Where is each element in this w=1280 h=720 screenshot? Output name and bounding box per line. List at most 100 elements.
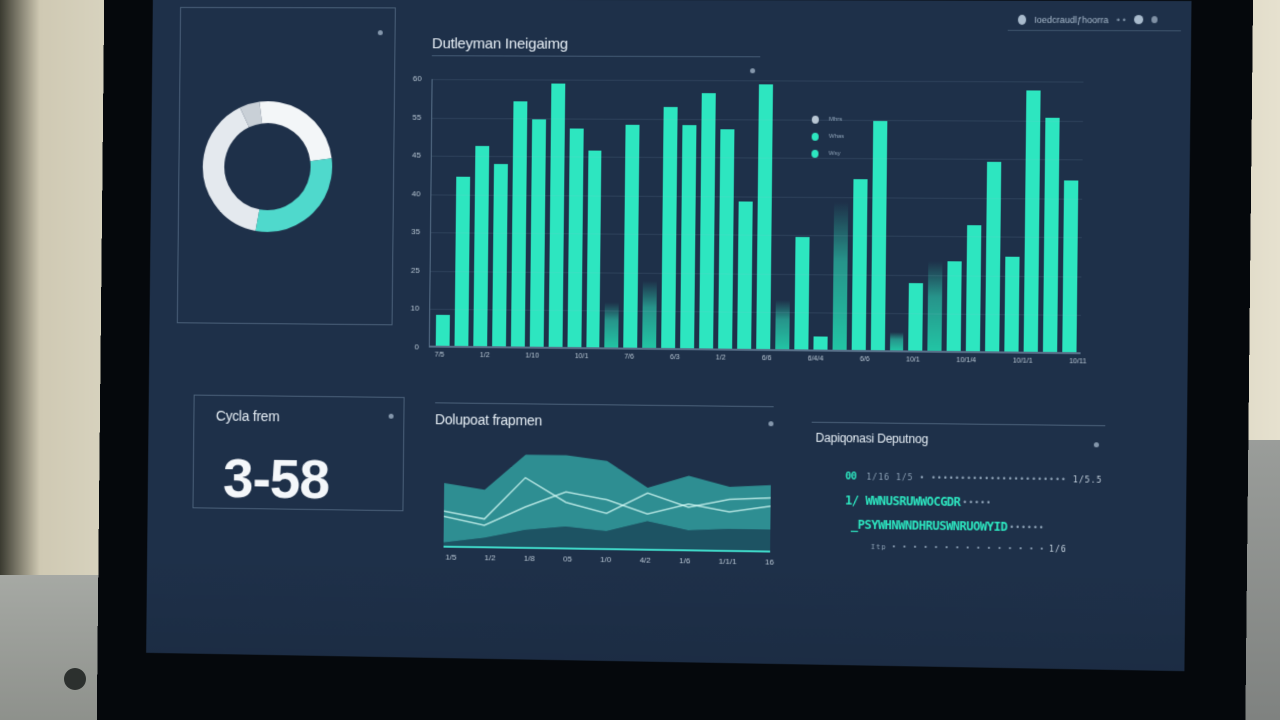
bar[interactable] [966,225,982,352]
x-tick-label: 1/2 [715,354,726,362]
x-tick-label: 1/0 [600,554,612,565]
bar[interactable] [642,280,658,348]
bar-chart-panel: Dutleyman Ineigaimg 60 55 45 40 35 25 10 0 7/5 1… [399,29,1125,385]
x-tick-label: 1/8 [523,553,535,563]
bar[interactable] [794,237,810,350]
bar[interactable] [756,84,773,350]
log-title: Dapiqonasi Deputnog [815,430,929,447]
y-tick-label: 0 [414,342,419,352]
notification-icon[interactable] [1133,15,1144,25]
legend-item[interactable]: Wsy [811,145,844,162]
bar[interactable] [908,283,924,351]
log-row-code: 1/ WWNUSRUWWOCGDR [844,493,961,510]
bar[interactable] [813,336,828,350]
x-tick-label: 1/2 [479,352,490,360]
more-icon[interactable]: • • [1116,14,1126,25]
bar[interactable] [985,162,1002,352]
y-tick-label: 40 [411,189,421,199]
y-axis: 60 55 45 40 35 25 10 0 [402,69,1094,351]
bar[interactable] [454,176,470,346]
x-tick-label: 10/1 [906,356,920,364]
x-tick-label: 7/5 [434,351,445,359]
top-bar-label[interactable]: Ioedcraudlƒhoorra [1034,14,1109,25]
y-tick-label: 35 [411,227,421,237]
bar[interactable] [1004,256,1020,352]
log-row[interactable]: Itp • • • • • • • • • • • • • • • 1/6 [871,542,1067,554]
top-bar: Ioedcraudlƒhoorra • • [1007,8,1182,32]
legend-item[interactable]: Mhrs [811,111,845,128]
log-row-detail: •••••• [1009,522,1045,532]
bar[interactable] [548,83,565,347]
bar[interactable] [473,145,490,347]
plot-area [428,79,1084,355]
area-chart [443,453,772,553]
bar[interactable] [889,332,904,351]
bar[interactable] [718,129,735,349]
bar[interactable] [435,314,450,346]
settings-icon[interactable] [1151,16,1158,24]
bar[interactable] [1062,180,1079,353]
bar[interactable] [491,163,508,347]
bar[interactable] [737,201,753,349]
area-chart-panel: Dolupoat frapmen 1/5 1/2 1/8 05 1/0 4/2 1/6 1/1… [433,402,774,572]
log-row-code: 00 [845,471,857,483]
y-tick-label: 10 [410,304,420,314]
bar[interactable] [699,93,716,349]
panel-menu-icon[interactable] [768,421,774,427]
bar[interactable] [604,302,620,348]
bar[interactable] [775,299,790,350]
legend-dot-icon [811,132,819,141]
x-tick-label: 7/6 [624,353,635,361]
bar-chart: 60 55 45 40 35 25 10 0 7/5 1/2 1/10 10/1 7/6 6/3 1/2 6… [399,69,1094,385]
bar-chart-title: Dutleyman Ineigaimg [431,35,568,53]
x-tick-label: 6/3 [669,354,680,362]
bar[interactable] [585,151,602,348]
user-avatar-icon[interactable] [1017,14,1027,25]
bar[interactable] [851,179,868,351]
bar[interactable] [1042,117,1060,352]
x-tick-label: 1/10 [525,352,539,360]
stat-value: 3-58 [222,446,330,511]
panel-menu-icon[interactable] [388,413,394,419]
log-row-detail: Itp • • • • • • • • • • • • • • • [870,542,1046,554]
y-tick-label: 60 [412,74,422,84]
x-tick-label: 1/5 [445,552,457,562]
legend-dot-icon [811,149,819,158]
log-row-value: 1/6 [1049,544,1067,554]
legend-item[interactable]: Whas [811,128,845,145]
log-panel: Dapiqonasi Deputnog 00 1/16 1/5 • ••••••… [810,421,1106,562]
monitor-bezel: Ioedcraudlƒhoorra • • Dutleyman Ineigaim… [96,0,1254,720]
panel-menu-icon[interactable] [377,30,383,36]
x-tick-label: 16 [765,557,775,567]
chart-legend: Mhrs Whas Wsy [811,111,844,162]
legend-label: Wsy [828,150,841,157]
x-tick-label: 1/1/1 [718,556,737,567]
x-axis: 1/5 1/2 1/8 05 1/0 4/2 1/6 1/1/1 16 [445,553,774,567]
y-tick-label: 45 [412,150,421,160]
donut-panel [177,6,396,326]
x-axis: 7/5 1/2 1/10 10/1 7/6 6/3 1/2 6/6 6/4/4 6/6 10/1 10… [435,352,1087,366]
y-tick-label: 25 [410,265,420,275]
donut-chart-svg [198,97,337,236]
x-tick-label: 4/2 [639,555,651,565]
panel-menu-icon[interactable] [1093,442,1099,448]
y-tick-label: 55 [412,112,422,122]
log-row[interactable]: _PSYWHNWNDHRUSWNRUOWYID •••••• [851,518,1045,535]
bar[interactable] [1023,90,1041,352]
area-lower-fill [443,518,771,553]
x-tick-label: 10/11 [1069,358,1087,366]
dashboard-screen: Ioedcraudlƒhoorra • • Dutleyman Ineigaim… [146,0,1192,672]
stat-panel: Cycla frem 3-58 [192,394,405,512]
x-tick-label: 1/2 [484,553,496,563]
x-tick-label: 05 [562,554,572,564]
x-tick-label: 6/6 [761,354,772,363]
log-row-detail: ••••• [962,497,993,508]
legend-label: Whas [828,133,845,140]
bar[interactable] [567,128,584,348]
donut-chart [198,97,337,236]
log-row-value: 1/5.5 [1072,475,1103,485]
log-row[interactable]: 1/ WWNUSRUWWOCGDR ••••• [845,493,992,509]
bar[interactable] [832,201,848,350]
log-row[interactable]: 00 1/16 1/5 • ••••••••••••••••••••••• 1/… [845,471,1102,485]
area-chart-title: Dolupoat frapmen [434,411,543,429]
